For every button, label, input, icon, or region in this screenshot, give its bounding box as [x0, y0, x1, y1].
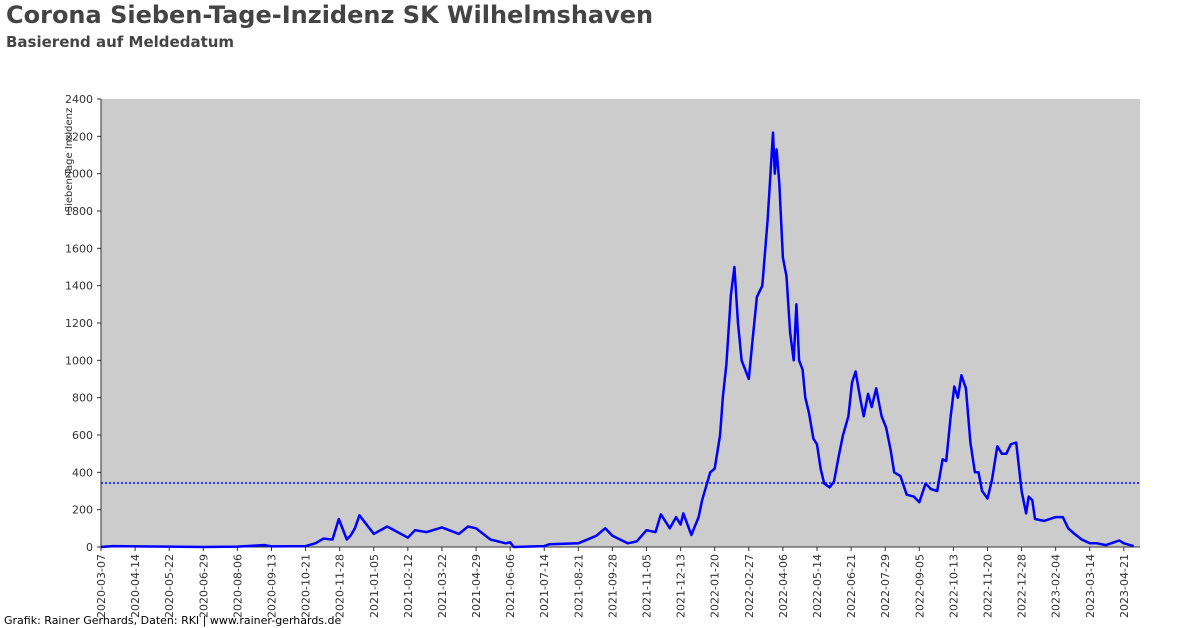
x-tick-label: 2020-03-07 — [95, 554, 108, 618]
x-tick-label: 2021-07-14 — [538, 554, 551, 618]
x-tick-label: 2022-02-27 — [743, 554, 756, 618]
y-tick-label: 400 — [72, 466, 93, 479]
x-tick-label: 2021-12-13 — [675, 554, 688, 618]
x-tick-label: 2020-06-29 — [197, 554, 210, 618]
y-tick-label: 1400 — [65, 280, 93, 293]
footer: Grafik: Rainer Gerhards, Daten: RKI | ww… — [4, 614, 342, 627]
x-tick-label: 2022-12-28 — [1016, 554, 1029, 618]
x-tick-label: 2021-04-29 — [470, 554, 483, 618]
y-axis-label: Sieben-Tage Inzidenz — [64, 108, 75, 212]
y-tick-label: 0 — [86, 541, 93, 554]
chart-subtitle: Basierend auf Meldedatum — [6, 33, 234, 51]
y-tick-label: 1600 — [65, 242, 93, 255]
x-tick-label: 2020-11-28 — [334, 554, 347, 618]
line — [100, 131, 1135, 549]
x-tick-label: 2023-03-14 — [1084, 554, 1097, 618]
x-tick-label: 2021-03-22 — [436, 554, 449, 618]
x-tick-label: 2022-10-13 — [947, 554, 960, 618]
x-tick-label: 2020-09-13 — [265, 554, 278, 618]
x-tick-label: 2022-01-20 — [709, 554, 722, 618]
x-tick-label: 2021-09-28 — [606, 554, 619, 618]
y-tick-label: 800 — [72, 392, 93, 405]
y-tick-label: 200 — [72, 504, 93, 517]
x-tick-label: 2022-06-21 — [845, 554, 858, 618]
x-tick-label: 2020-04-14 — [129, 554, 142, 618]
y-tick-label: 2200 — [65, 130, 93, 143]
y-tick-label: 1200 — [65, 317, 93, 330]
y-tick-label: 600 — [72, 429, 93, 442]
x-tick-label: 2022-07-29 — [879, 554, 892, 618]
y-tick-label: 1800 — [65, 205, 93, 218]
y-tick-label: 1000 — [65, 354, 93, 367]
x-tick-label: 2021-06-06 — [504, 554, 517, 618]
x-tick-label: 2021-08-21 — [572, 554, 585, 618]
x-tick-label: 2020-05-22 — [163, 554, 176, 618]
x-tick-label: 2023-04-21 — [1118, 554, 1131, 618]
x-tick-label: 2023-02-04 — [1050, 554, 1063, 618]
x-tick-label: 2020-10-21 — [300, 554, 313, 618]
plot-area — [101, 99, 1140, 547]
x-tick-label: 2022-04-06 — [777, 554, 790, 618]
x-tick-label: 2022-05-14 — [811, 554, 824, 618]
y-tick-label: 2400 — [65, 93, 93, 106]
x-tick-label: 2021-02-12 — [402, 554, 415, 618]
x-tick-label: 2022-09-05 — [913, 554, 926, 618]
x-tick-label: 2020-08-06 — [231, 554, 244, 618]
x-tick-label: 2021-01-05 — [368, 554, 381, 618]
x-tick-label: 2021-11-05 — [641, 554, 654, 618]
chart-title: Corona Sieben-Tage-Inzidenz SK Wilhelmsh… — [6, 1, 653, 29]
x-tick-label: 2022-11-20 — [981, 554, 994, 618]
y-tick-label: 2000 — [65, 168, 93, 181]
